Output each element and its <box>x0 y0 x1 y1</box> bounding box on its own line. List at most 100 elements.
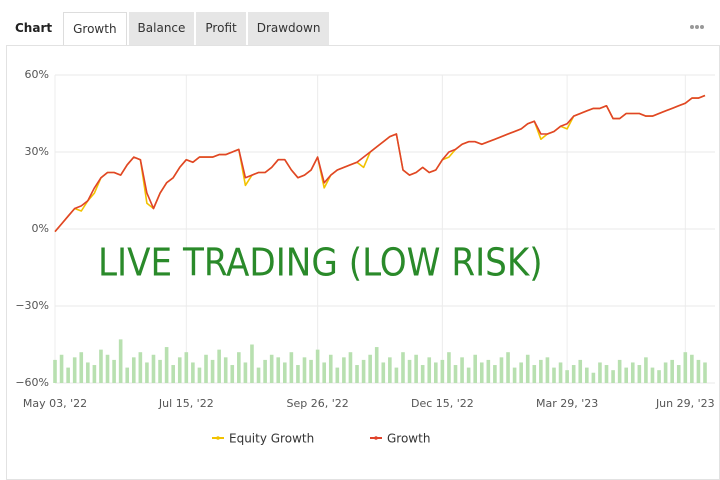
series-line <box>54 94 706 233</box>
legend-item: Growth <box>370 432 430 446</box>
bar <box>486 359 491 383</box>
bar <box>355 365 359 383</box>
bar <box>197 367 202 383</box>
bar <box>184 352 189 383</box>
bar <box>145 362 149 383</box>
bar <box>407 359 412 383</box>
bar <box>92 365 97 383</box>
bar <box>624 367 629 383</box>
bar <box>342 357 346 383</box>
tab[interactable]: Balance <box>128 12 195 45</box>
bar <box>434 362 438 383</box>
bar <box>683 352 688 383</box>
bar <box>447 352 451 383</box>
bar <box>578 359 583 383</box>
bar <box>427 357 432 383</box>
bar <box>158 359 162 383</box>
bar <box>440 359 445 383</box>
bar <box>237 352 241 383</box>
bar <box>630 362 635 383</box>
bar <box>611 370 615 383</box>
bar <box>394 367 399 383</box>
bar <box>118 339 123 383</box>
bar <box>256 367 261 383</box>
tab[interactable]: Profit <box>196 12 246 45</box>
bar <box>519 362 523 383</box>
bar <box>223 357 228 383</box>
bar <box>571 365 576 383</box>
bar <box>525 354 530 383</box>
x-tick-label: Sep 26, '22 <box>287 397 349 410</box>
legend-label: Growth <box>387 432 430 446</box>
tab[interactable]: Growth <box>63 12 127 46</box>
bar <box>210 359 215 383</box>
bar <box>79 352 84 383</box>
bar <box>131 357 136 383</box>
bar <box>374 347 379 383</box>
series-line <box>54 94 706 233</box>
bar <box>230 365 235 383</box>
bar <box>59 354 64 383</box>
bar <box>696 359 701 383</box>
bar <box>676 365 681 383</box>
bar <box>585 367 589 383</box>
x-tick-label: May 03, '22 <box>23 397 87 410</box>
y-tick-label: −60% <box>15 376 49 389</box>
bar <box>361 359 366 383</box>
bar <box>335 367 340 383</box>
bar <box>296 365 300 383</box>
bar <box>650 367 655 383</box>
bar <box>302 357 307 383</box>
bar <box>164 347 169 383</box>
bar <box>151 354 156 383</box>
bar <box>322 362 326 383</box>
bar <box>112 359 116 383</box>
more-icon[interactable] <box>690 25 704 29</box>
bar <box>263 359 267 383</box>
bar <box>66 367 70 383</box>
bar <box>368 354 372 383</box>
legend-dot <box>216 436 220 440</box>
bar <box>243 362 248 383</box>
bar <box>138 352 143 383</box>
bar <box>703 362 707 383</box>
x-tick-label: Jun 29, '23 <box>655 397 715 410</box>
bar <box>453 365 458 383</box>
x-tick-label: Dec 15, '22 <box>411 397 474 410</box>
bar <box>644 357 648 383</box>
bar <box>637 365 642 383</box>
bar <box>598 362 602 383</box>
annotation: LIVE TRADING (LOW RISK) <box>98 241 543 285</box>
tab[interactable]: Drawdown <box>247 12 330 45</box>
tab: Chart <box>6 12 62 45</box>
y-tick-label: −30% <box>15 299 49 312</box>
bar <box>604 365 609 383</box>
bar <box>250 344 254 383</box>
tab-bar: Chart Growth Balance Profit Drawdown <box>6 12 331 46</box>
y-tick-label: 60% <box>25 68 49 81</box>
bar <box>72 357 77 383</box>
bar <box>663 362 668 383</box>
bar <box>670 359 674 383</box>
legend-item: Equity Growth <box>212 432 314 446</box>
bar <box>328 354 333 383</box>
x-tick-label: Mar 29, '23 <box>536 397 598 410</box>
bar <box>565 370 569 383</box>
bar <box>479 362 484 383</box>
bar <box>191 362 195 383</box>
bar <box>282 362 287 383</box>
bar <box>506 352 510 383</box>
bar <box>499 357 504 383</box>
bar <box>86 362 90 383</box>
bar <box>493 365 497 383</box>
bar <box>53 359 57 383</box>
legend-dot <box>374 436 378 440</box>
bar <box>473 354 478 383</box>
bar <box>690 354 694 383</box>
x-tick-label: Jul 15, '22 <box>158 397 214 410</box>
legend-label: Equity Growth <box>229 432 314 446</box>
bar <box>420 365 425 383</box>
bar <box>204 354 208 383</box>
